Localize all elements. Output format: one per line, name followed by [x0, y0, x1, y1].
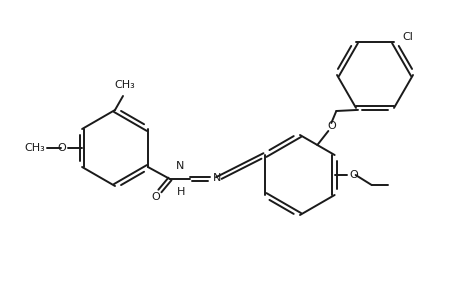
Text: Cl: Cl: [401, 32, 412, 42]
Text: O: O: [57, 143, 66, 153]
Text: N: N: [213, 173, 221, 183]
Text: O: O: [326, 121, 335, 131]
Text: CH₃: CH₃: [24, 143, 45, 153]
Text: O: O: [349, 170, 358, 180]
Text: N: N: [175, 161, 184, 171]
Text: H: H: [176, 187, 185, 197]
Text: CH₃: CH₃: [114, 80, 135, 90]
Text: O: O: [151, 192, 160, 202]
